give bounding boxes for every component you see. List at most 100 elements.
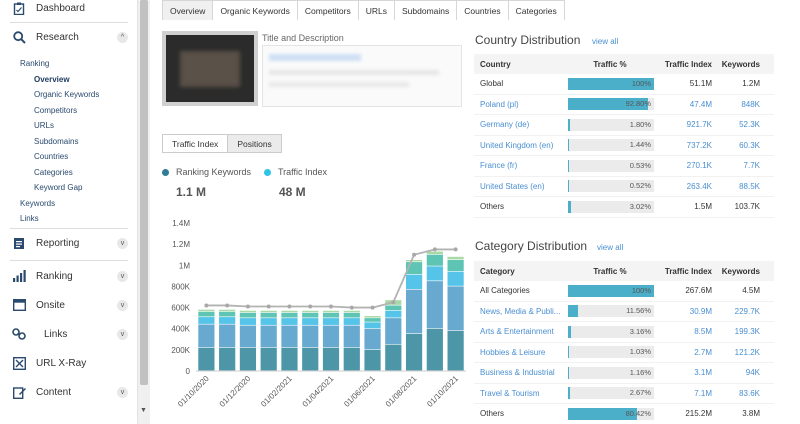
bar-segment xyxy=(447,260,464,272)
country-traffic-cell[interactable]: 47.4M xyxy=(689,99,712,109)
nav-onsite[interactable]: Onsite v xyxy=(0,291,137,319)
category-keywords-cell[interactable]: 199.3K xyxy=(734,327,760,337)
bar-segment xyxy=(447,330,464,371)
table-row: Others 3.02% 1.5M 103.7K xyxy=(474,197,774,218)
tab-urls[interactable]: URLs xyxy=(358,1,395,20)
sidebar: Dashboard Research ^ Ranking Overview Or… xyxy=(0,0,138,424)
chevron-up-icon[interactable]: ^ xyxy=(117,31,128,43)
category-view-all-link[interactable]: view all xyxy=(597,243,624,252)
bar-segment xyxy=(322,312,340,318)
nav-content[interactable]: Content v xyxy=(0,378,137,406)
tab-countries[interactable]: Countries xyxy=(457,1,509,20)
chevron-down-icon[interactable]: v xyxy=(117,299,128,311)
scrollbar-thumb[interactable] xyxy=(140,0,148,385)
category-traffic-cell[interactable]: 3.1M xyxy=(694,368,712,378)
nav-links[interactable]: Links v xyxy=(0,320,137,348)
country-traffic-cell[interactable]: 737.2K xyxy=(686,140,712,150)
nav-reporting-label: Reporting xyxy=(36,237,80,249)
traffic-share-bar: 3.16% xyxy=(564,325,656,338)
country-traffic-cell[interactable]: 921.7K xyxy=(686,120,712,130)
category-traffic-cell[interactable]: 7.1M xyxy=(694,388,712,398)
country-name-cell[interactable]: United States (en) xyxy=(480,181,545,191)
country-keywords-cell: 103.7K xyxy=(734,202,760,212)
legend-dot xyxy=(162,168,169,176)
sub-keywords[interactable]: Keywords xyxy=(20,199,56,208)
sub-countries[interactable]: Countries xyxy=(34,152,69,161)
line-point xyxy=(370,305,375,310)
category-name-cell[interactable]: Travel & Tourism xyxy=(480,388,540,398)
bar-segment xyxy=(260,318,277,325)
chevron-down-icon[interactable]: v xyxy=(117,386,128,398)
country-traffic-cell[interactable]: 263.4K xyxy=(686,181,712,191)
nav-url-xray[interactable]: URL X-Ray xyxy=(0,349,137,377)
tab-overview[interactable]: Overview xyxy=(163,1,214,20)
bar-segment xyxy=(260,325,277,348)
country-name-cell[interactable]: France (fr) xyxy=(480,161,518,171)
category-keywords-cell[interactable]: 121.2K xyxy=(734,347,760,357)
line-point xyxy=(432,247,437,252)
table-row: News, Media & Publi... 11.56% 30.9M 229.7K xyxy=(474,302,774,322)
table-row: Global 100% 51.1M 1.2M xyxy=(474,74,774,95)
category-keywords-cell[interactable]: 83.6K xyxy=(739,388,760,398)
sub-ranking[interactable]: Ranking xyxy=(20,59,50,68)
country-traffic-cell[interactable]: 270.1K xyxy=(686,161,712,171)
country-name-cell[interactable]: United Kingdom (en) xyxy=(480,140,554,150)
bar-percent-label: 92.80% xyxy=(625,99,651,109)
sub-keyword-gap[interactable]: Keyword Gap xyxy=(34,183,83,192)
bar-fill xyxy=(568,180,570,193)
category-traffic-cell[interactable]: 2.7M xyxy=(694,347,712,357)
sub-categories[interactable]: Categories xyxy=(34,168,73,177)
tab-organic-keywords[interactable]: Organic Keywords xyxy=(213,1,298,20)
category-keywords-cell[interactable]: 229.7K xyxy=(734,306,760,316)
category-table-header: Category Traffic % Traffic Index Keywords xyxy=(474,261,774,281)
country-keywords-cell[interactable]: 7.7K xyxy=(743,161,760,171)
sub-organic-keywords[interactable]: Organic Keywords xyxy=(34,90,100,99)
sub-subdomains[interactable]: Subdomains xyxy=(34,137,79,146)
category-name-cell[interactable]: News, Media & Publi... xyxy=(480,306,561,316)
bar-segment xyxy=(426,328,443,371)
tab-subdomains[interactable]: Subdomains xyxy=(394,1,458,20)
toggle-positions[interactable]: Positions xyxy=(227,135,281,152)
bar-fill xyxy=(568,159,570,172)
country-keywords-cell[interactable]: 52.3K xyxy=(739,120,760,130)
bar-segment xyxy=(219,311,236,317)
scroll-down-arrow-icon[interactable]: ▼ xyxy=(140,407,147,414)
nav-research[interactable]: Research ^ xyxy=(0,23,137,51)
sub-urls[interactable]: URLs xyxy=(34,121,55,130)
sub-competitors[interactable]: Competitors xyxy=(34,106,78,115)
country-keywords-cell[interactable]: 848K xyxy=(741,99,760,109)
bar-segment xyxy=(239,325,257,348)
browser-window-icon xyxy=(12,298,26,312)
country-name-cell[interactable]: Germany (de) xyxy=(480,120,530,130)
category-name-cell[interactable]: Hobbies & Leisure xyxy=(480,347,546,357)
country-keywords-cell[interactable]: 88.5K xyxy=(739,181,760,191)
bar-segment xyxy=(302,310,319,313)
nav-ranking[interactable]: Ranking v xyxy=(0,262,137,290)
category-header-cell: Keywords xyxy=(721,266,760,276)
chevron-down-icon[interactable]: v xyxy=(117,270,128,282)
site-thumbnail xyxy=(162,31,258,106)
traffic-share-bar: 92.80% xyxy=(564,98,656,111)
nav-ranking-label: Ranking xyxy=(36,270,73,282)
tab-competitors[interactable]: Competitors xyxy=(297,1,359,20)
tab-categories[interactable]: Categories xyxy=(508,1,564,20)
category-keywords-cell[interactable]: 94K xyxy=(745,368,760,378)
category-traffic-cell[interactable]: 30.9M xyxy=(689,306,712,316)
sidebar-scrollbar[interactable]: ▼ xyxy=(138,0,150,424)
sub-links[interactable]: Links xyxy=(20,214,39,223)
country-name-cell[interactable]: Poland (pl) xyxy=(480,99,519,109)
category-name-cell[interactable]: Business & Industrial xyxy=(480,368,555,378)
nav-reporting[interactable]: Reporting v xyxy=(0,229,137,257)
chevron-down-icon[interactable]: v xyxy=(117,328,128,340)
nav-dashboard[interactable]: Dashboard xyxy=(0,0,137,22)
sub-overview[interactable]: Overview xyxy=(34,75,70,84)
country-view-all-link[interactable]: view all xyxy=(592,37,619,46)
toggle-traffic-index[interactable]: Traffic Index xyxy=(163,135,228,152)
bar-track: 1.44% xyxy=(568,139,654,152)
bar-fill xyxy=(568,118,570,131)
category-traffic-cell[interactable]: 8.5M xyxy=(694,327,712,337)
bar-track: 100% xyxy=(568,77,654,90)
category-name-cell[interactable]: Arts & Entertainment xyxy=(480,327,554,337)
chevron-down-icon[interactable]: v xyxy=(117,237,128,249)
country-keywords-cell[interactable]: 60.3K xyxy=(739,140,760,150)
